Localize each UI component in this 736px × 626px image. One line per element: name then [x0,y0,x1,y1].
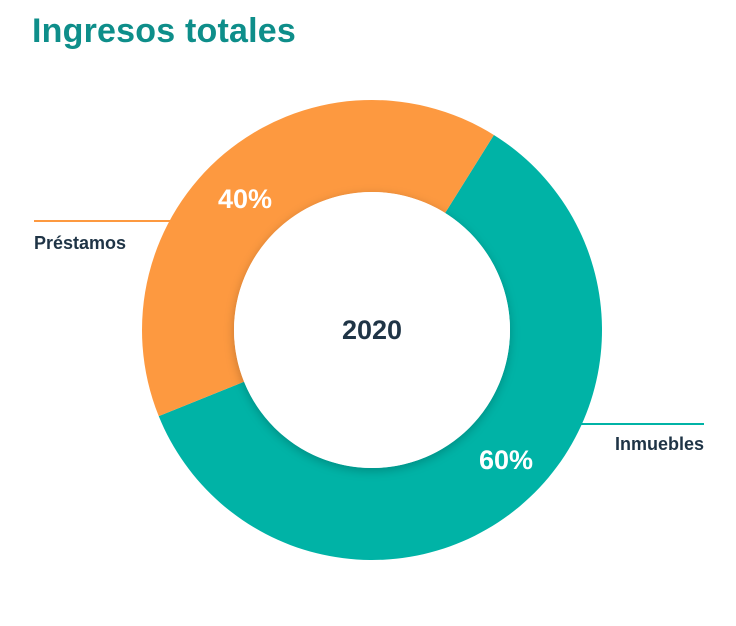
donut-slice-inmuebles [158,134,602,560]
donut-slice-prestamos [142,100,494,417]
legend-label-prestamos: Préstamos [34,233,126,253]
center-label: 2020 [342,315,402,345]
donut-hole [234,192,510,468]
data-label-prestamos: 40% [218,184,272,214]
legend-label-inmuebles: Inmuebles [615,434,704,454]
data-label-inmuebles: 60% [479,445,533,475]
chart-title: Ingresos totales [32,12,296,50]
